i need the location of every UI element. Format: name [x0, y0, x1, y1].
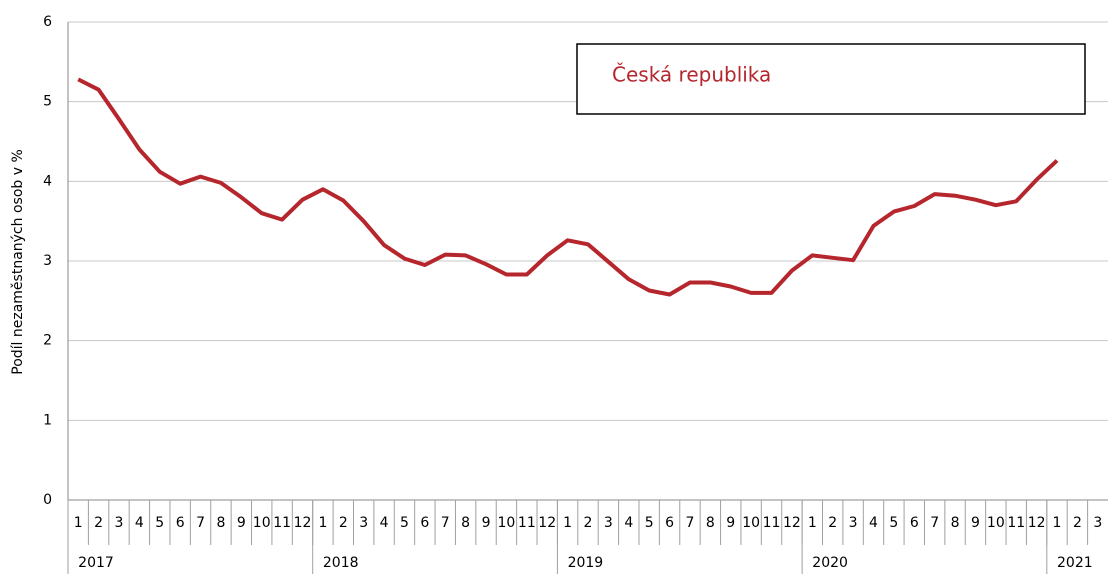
x-tick-label: 10 — [987, 515, 1005, 531]
x-tick-label: 5 — [400, 515, 409, 531]
x-tick-label: 6 — [665, 515, 674, 531]
x-tick-label: 9 — [971, 515, 980, 531]
x-tick-label: 1 — [74, 515, 83, 531]
x-tick-label: 1 — [318, 515, 327, 531]
x-tick-label: 7 — [196, 515, 205, 531]
x-tick-label: 11 — [518, 515, 536, 531]
x-tick-label: 12 — [1028, 515, 1046, 531]
legend-label: Česká republika — [612, 63, 771, 87]
x-tick-label: 3 — [604, 515, 613, 531]
x-tick-label: 9 — [237, 515, 246, 531]
x-tick-label: 7 — [441, 515, 450, 531]
x-tick-label: 8 — [461, 515, 470, 531]
x-tick-label: 2 — [584, 515, 593, 531]
x-tick-label: 10 — [498, 515, 516, 531]
x-tick-label: 9 — [726, 515, 735, 531]
x-tick-label: 10 — [253, 515, 271, 531]
x-tick-label: 9 — [482, 515, 491, 531]
x-tick-label: 2 — [828, 515, 837, 531]
x-tick-label: 11 — [1007, 515, 1025, 531]
x-tick-label: 6 — [176, 515, 185, 531]
x-tick-label: 4 — [135, 515, 144, 531]
x-tick-label: 10 — [742, 515, 760, 531]
y-tick-label: 4 — [43, 173, 52, 189]
x-tick-label: 12 — [783, 515, 801, 531]
x-tick-label: 7 — [685, 515, 694, 531]
x-tick-label: 4 — [624, 515, 633, 531]
y-tick-label: 2 — [43, 333, 52, 349]
x-tick-label: 3 — [359, 515, 368, 531]
x-tick-label: 5 — [889, 515, 898, 531]
y-axis-label: Podíl nezaměstnaných osob v % — [10, 149, 26, 375]
x-tick-label: 4 — [869, 515, 878, 531]
legend-box — [576, 43, 1086, 115]
year-label: 2018 — [323, 555, 359, 571]
x-tick-label: 12 — [538, 515, 556, 531]
x-tick-label: 2 — [1073, 515, 1082, 531]
y-tick-label: 1 — [43, 412, 52, 428]
x-tick-label: 3 — [1093, 515, 1102, 531]
y-tick-label: 6 — [43, 14, 52, 30]
year-label: 2017 — [78, 555, 114, 571]
x-tick-label: 1 — [563, 515, 572, 531]
year-label: 2020 — [812, 555, 848, 571]
x-tick-label: 2 — [339, 515, 348, 531]
x-tick-label: 4 — [380, 515, 389, 531]
x-tick-label: 8 — [216, 515, 225, 531]
x-tick-label: 8 — [706, 515, 715, 531]
x-tick-label: 12 — [294, 515, 312, 531]
x-tick-label: 3 — [849, 515, 858, 531]
x-tick-label: 5 — [155, 515, 164, 531]
y-tick-label: 5 — [43, 94, 52, 110]
x-tick-label: 8 — [951, 515, 960, 531]
x-tick-label: 5 — [645, 515, 654, 531]
x-tick-label: 11 — [763, 515, 781, 531]
x-tick-label: 1 — [1053, 515, 1062, 531]
y-tick-label: 0 — [43, 492, 52, 508]
y-tick-label: 3 — [43, 253, 52, 269]
year-label: 2019 — [568, 555, 604, 571]
x-tick-label: 6 — [910, 515, 919, 531]
x-tick-label: 1 — [808, 515, 817, 531]
x-tick-label: 6 — [420, 515, 429, 531]
x-tick-label: 7 — [930, 515, 939, 531]
x-tick-label: 2 — [94, 515, 103, 531]
year-label: 2021 — [1057, 555, 1093, 571]
x-tick-label: 11 — [273, 515, 291, 531]
x-tick-label: 3 — [115, 515, 124, 531]
series-line — [77, 77, 1059, 297]
